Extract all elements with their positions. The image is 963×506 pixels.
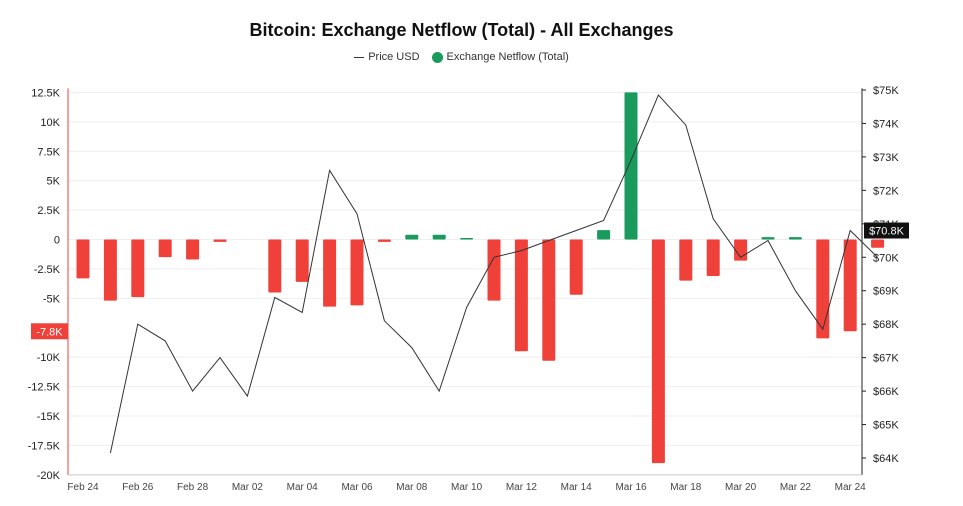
- y-right-highlight-badge: [864, 222, 909, 239]
- netflow-bar: [843, 239, 857, 332]
- legend-label-netflow: Exchange Netflow (Total): [446, 51, 569, 63]
- netflow-bar: [268, 239, 282, 293]
- netflow-bar: [816, 239, 830, 339]
- netflow-bar: [350, 239, 364, 306]
- x-tick-label: Mar 22: [780, 482, 812, 493]
- x-tick-label: Mar 08: [396, 482, 428, 493]
- netflow-bar: [213, 239, 227, 242]
- x-tick-label: Mar 14: [561, 482, 593, 493]
- y-right-tick-label: $72K: [873, 185, 899, 197]
- netflow-bar: [597, 230, 611, 240]
- netflow-bar: [405, 234, 419, 240]
- x-tick-label: Mar 12: [506, 482, 538, 493]
- legend-label-price: Price USD: [368, 51, 420, 63]
- x-tick-label: Mar 18: [670, 482, 702, 493]
- netflow-bar: [432, 234, 446, 240]
- price-line: [109, 94, 878, 454]
- netflow-bar: [76, 239, 90, 279]
- y-right-tick-label: $68K: [873, 319, 899, 331]
- y-left-tick-label: -20K: [37, 470, 61, 482]
- netflow-bar: [651, 239, 665, 464]
- x-tick-label: Mar 10: [451, 482, 483, 493]
- netflow-bar: [186, 239, 200, 260]
- y-right-tick-label: $70K: [873, 252, 899, 264]
- x-tick-label: Mar 02: [232, 482, 264, 493]
- y-left-highlight-badge: [31, 323, 68, 340]
- netflow-bar: [706, 239, 720, 276]
- netflow-bar: [377, 239, 391, 242]
- y-left-tick-label: -2.5K: [34, 264, 61, 276]
- netflow-bar: [569, 239, 583, 295]
- x-tick-label: Mar 04: [287, 482, 319, 493]
- x-tick-label: Feb 24: [67, 482, 99, 493]
- netflow-bar: [460, 238, 474, 240]
- x-tick-label: Feb 26: [122, 482, 154, 493]
- y-right-tick-label: $65K: [873, 420, 899, 432]
- y-left-tick-label: 5K: [47, 176, 61, 188]
- y-right-highlight-label: $70.8K: [869, 226, 905, 238]
- legend-item-price[interactable]: Price USD: [354, 51, 420, 63]
- y-left-tick-label: 0: [54, 235, 60, 247]
- x-tick-label: Mar 20: [725, 482, 757, 493]
- x-tick-label: Mar 24: [835, 482, 867, 493]
- netflow-bar: [624, 92, 638, 240]
- y-left-tick-label: -17.5K: [28, 440, 61, 452]
- y-left-tick-label: 7.5K: [37, 146, 60, 158]
- y-right-tick-label: $64K: [873, 453, 899, 465]
- y-left-tick-label: -15K: [37, 411, 61, 423]
- y-left-tick-label: -12.5K: [28, 382, 61, 394]
- netflow-bar: [679, 239, 693, 281]
- netflow-bar: [788, 237, 802, 240]
- netflow-bar: [103, 239, 117, 301]
- netflow-bar: [158, 239, 172, 258]
- y-left-highlight-label: -7.8K: [36, 326, 63, 338]
- x-tick-label: Mar 16: [615, 482, 647, 493]
- y-right-tick-label: $73K: [873, 152, 899, 164]
- legend-dot-icon: [431, 51, 443, 63]
- netflow-bar: [295, 239, 309, 282]
- y-right-tick-label: $69K: [873, 286, 899, 298]
- y-left-tick-label: -10K: [37, 352, 61, 364]
- x-tick-label: Mar 06: [341, 482, 373, 493]
- y-right-tick-label: $74K: [873, 118, 899, 130]
- netflow-bar: [131, 239, 145, 298]
- netflow-bar: [871, 239, 885, 248]
- netflow-bar: [323, 239, 337, 307]
- y-left-tick-label: -5K: [43, 293, 61, 305]
- y-right-tick-label: $75K: [873, 85, 899, 97]
- chart-title: Bitcoin: Exchange Netflow (Total) - All …: [249, 20, 674, 40]
- x-tick-label: Feb 28: [177, 482, 209, 493]
- chart-legend: Price USD Exchange Netflow (Total): [0, 51, 923, 63]
- y-left-tick-label: 10K: [40, 117, 60, 129]
- legend-line-icon: [354, 56, 365, 58]
- netflow-bar: [487, 239, 501, 301]
- legend-item-netflow[interactable]: Exchange Netflow (Total): [431, 51, 569, 63]
- netflow-bar: [542, 239, 556, 361]
- netflow-bar: [761, 237, 775, 240]
- y-left-tick-label: 12.5K: [31, 87, 60, 99]
- netflow-bar: [514, 239, 528, 352]
- y-right-tick-label: $67K: [873, 353, 899, 365]
- y-left-tick-label: 2.5K: [37, 205, 60, 217]
- y-right-tick-label: $66K: [873, 386, 899, 398]
